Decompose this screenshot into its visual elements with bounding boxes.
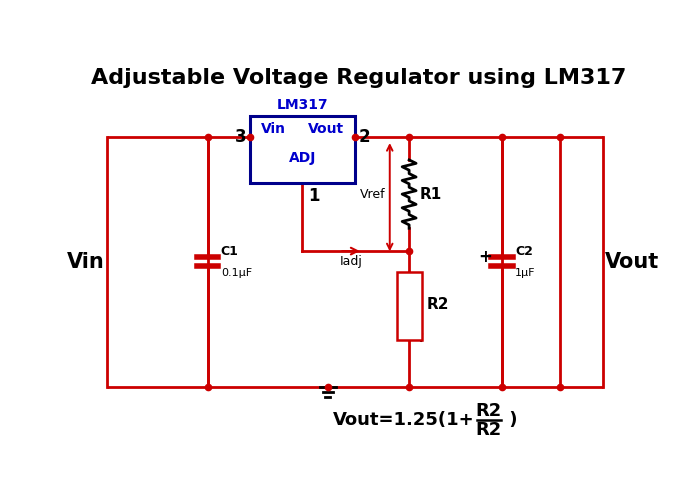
Text: +: + [478, 248, 492, 266]
Text: 3: 3 [235, 128, 247, 146]
Text: R2: R2 [476, 421, 502, 439]
Text: Adjustable Voltage Regulator using LM317: Adjustable Voltage Regulator using LM317 [91, 68, 626, 88]
Text: 2: 2 [358, 128, 370, 146]
Text: Vout=1.25(1+: Vout=1.25(1+ [333, 411, 475, 429]
Text: Vin: Vin [66, 252, 104, 272]
Text: Iadj: Iadj [340, 256, 363, 269]
Text: 1μF: 1μF [515, 268, 536, 278]
Text: Vref: Vref [360, 187, 386, 200]
Text: 1: 1 [309, 187, 320, 204]
Text: R1: R1 [420, 186, 442, 201]
Text: Vout: Vout [606, 252, 659, 272]
Text: Vin: Vin [261, 122, 286, 136]
Bar [397, 272, 421, 340]
Text: C1: C1 [220, 245, 239, 258]
Text: R2: R2 [426, 298, 449, 313]
Text: ADJ: ADJ [289, 151, 316, 165]
Text: ): ) [503, 411, 517, 429]
Bar [251, 116, 355, 183]
Text: Vout: Vout [308, 122, 344, 136]
Text: 0.1μF: 0.1μF [220, 268, 252, 278]
Text: R2: R2 [476, 402, 502, 420]
Text: LM317: LM317 [276, 98, 328, 112]
Text: C2: C2 [515, 245, 533, 258]
